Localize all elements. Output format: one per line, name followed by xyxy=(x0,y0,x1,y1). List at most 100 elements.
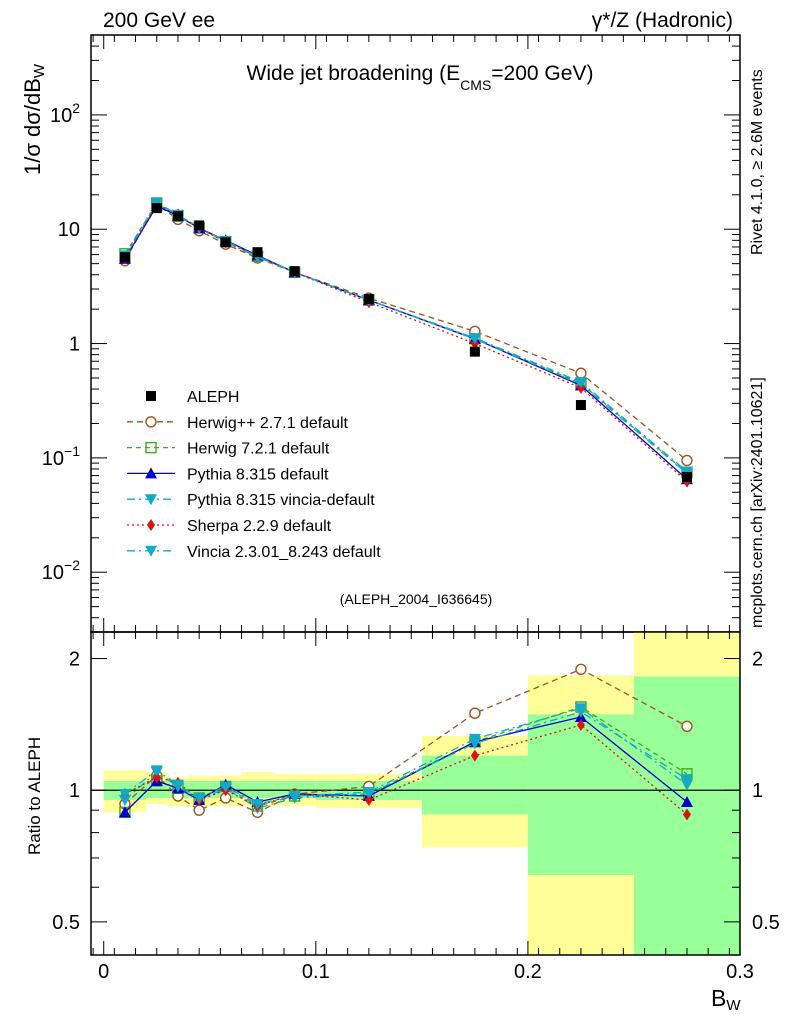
marker-triangle-down xyxy=(193,792,206,804)
marker-diamond xyxy=(147,519,155,531)
marker-triangle-down xyxy=(150,197,163,209)
ratio-frame xyxy=(90,631,741,956)
marker-data-square xyxy=(172,211,183,222)
y-tick-label: 10−2 xyxy=(42,557,80,584)
series-line xyxy=(124,202,688,474)
marker-triangle-down xyxy=(288,791,301,803)
legend-label: Vincia 2.3.01_8.243 default xyxy=(187,544,381,561)
main-panel: 102 10 1 10−1 10−2 xyxy=(42,34,741,633)
marker-triangle-down xyxy=(251,798,264,810)
marker-data-square xyxy=(363,294,374,305)
legend-entry: Herwig++ 2.7.1 default xyxy=(127,415,349,432)
uncertainty-band-green xyxy=(527,714,634,875)
marker-triangle-down xyxy=(118,794,131,806)
marker-diamond xyxy=(470,749,479,762)
marker-circle xyxy=(145,416,157,428)
marker-circle xyxy=(193,804,205,816)
main-frame xyxy=(90,34,741,633)
marker-circle xyxy=(681,454,693,467)
marker-data-square xyxy=(469,346,480,357)
x-tick-label: 0.3 xyxy=(726,961,754,983)
marker-triangle-down xyxy=(150,765,163,777)
header-right: γ*/Z (Hadronic) xyxy=(592,9,733,32)
legend-label: Pythia 8.315 vincia-default xyxy=(187,492,375,509)
legend-label: Herwig 7.2.1 default xyxy=(187,441,330,458)
marker-triangle-down xyxy=(680,466,693,478)
marker-data-square xyxy=(220,237,231,248)
uncertainty-band-green xyxy=(241,780,274,798)
y-tick-label: 1 xyxy=(69,334,80,356)
series-main xyxy=(118,197,693,480)
chart-title: Wide jet broadening (ECMS=200 GeV) xyxy=(247,62,594,93)
marker-triangle-down xyxy=(468,733,481,745)
marker-triangle-up xyxy=(145,467,157,479)
series-main xyxy=(118,197,693,478)
ratio-panel: 0 0.1 0.2 0.3 2 2 1 1 0.5 0.5 xyxy=(52,631,780,983)
marker-square xyxy=(145,441,157,454)
legend-entry: Pythia 8.315 vincia-default xyxy=(127,492,375,509)
ratio-y-tick-label-left: 0.5 xyxy=(52,912,80,934)
ratio-y-tick-label-right: 1 xyxy=(752,780,763,802)
marker-data-square xyxy=(681,472,692,483)
marker-diamond xyxy=(576,718,585,731)
series-ratio xyxy=(118,703,693,810)
marker-circle xyxy=(575,367,587,379)
series-main xyxy=(119,197,693,479)
legend-entry-data: ALEPH xyxy=(146,389,239,406)
ratio-y-tick-label-right: 2 xyxy=(752,649,763,671)
ratio-y-tick-label-left: 1 xyxy=(69,780,80,802)
marker-diamond xyxy=(152,771,161,784)
series-ratio-line xyxy=(124,711,688,809)
data-points xyxy=(119,203,692,483)
marker-circle xyxy=(469,707,481,719)
y-tick-label: 102 xyxy=(50,100,80,127)
marker-data-square xyxy=(151,203,162,214)
marker-circle xyxy=(681,720,693,733)
x-tick-label: 0 xyxy=(98,961,109,983)
header-left: 200 GeV ee xyxy=(103,9,215,32)
legend-label: ALEPH xyxy=(187,389,239,406)
series-line xyxy=(124,205,688,480)
uncertainty-band-green xyxy=(421,755,528,815)
legend: ALEPH Herwig++ 2.7.1 default Herwig 7.2.1 … xyxy=(127,389,381,561)
marker-triangle-down xyxy=(145,494,157,506)
xlabel: BW xyxy=(711,985,741,1014)
marker-triangle-down xyxy=(362,787,375,799)
marker-triangle-up xyxy=(118,806,131,818)
marker-data-square xyxy=(119,252,130,263)
marker-data-square xyxy=(575,400,586,411)
marker-diamond xyxy=(364,793,373,806)
side-label-rivet: Rivet 4.1.0, ≥ 2.6M events xyxy=(749,69,766,255)
legend-label: Sherpa 2.2.9 default xyxy=(187,518,332,535)
marker-triangle-down xyxy=(145,545,157,557)
marker-triangle-down xyxy=(171,779,184,791)
marker-circle xyxy=(575,663,587,675)
x-tick-label: 0.2 xyxy=(514,961,542,983)
x-tick-label: 0.1 xyxy=(302,961,330,983)
legend-entry: Herwig 7.2.1 default xyxy=(127,441,330,458)
marker-diamond xyxy=(682,808,691,821)
marker-triangle-down xyxy=(219,781,232,793)
marker-triangle-down xyxy=(118,789,131,801)
legend-entry: Pythia 8.315 default xyxy=(127,466,329,483)
legend-entry: Vincia 2.3.01_8.243 default xyxy=(127,544,381,561)
y-tick-label: 10 xyxy=(58,219,80,241)
marker-triangle-down xyxy=(574,377,587,389)
main-ylabel: 1/σ dσ/dBW xyxy=(20,63,48,175)
marker-triangle-down xyxy=(574,703,587,715)
legend-label: Pythia 8.315 default xyxy=(187,466,329,483)
ratio-ylabel: Ratio to ALEPH xyxy=(25,737,44,855)
legend-label: Herwig++ 2.7.1 default xyxy=(187,415,349,432)
series-ratio-line xyxy=(124,724,688,815)
marker-triangle-down xyxy=(468,332,481,344)
series-line xyxy=(124,203,688,461)
marker-triangle-down xyxy=(680,779,693,791)
y-tick-label: 10−1 xyxy=(42,443,80,470)
ratio-y-tick-label-left: 2 xyxy=(69,649,80,671)
analysis-id: (ALEPH_2004_I636645) xyxy=(340,591,493,607)
ratio-y-tick-label-right: 0.5 xyxy=(752,912,780,934)
legend-entry: Sherpa 2.2.9 default xyxy=(127,518,332,535)
marker-triangle-up xyxy=(680,795,693,807)
series-ratio-line xyxy=(124,707,688,805)
